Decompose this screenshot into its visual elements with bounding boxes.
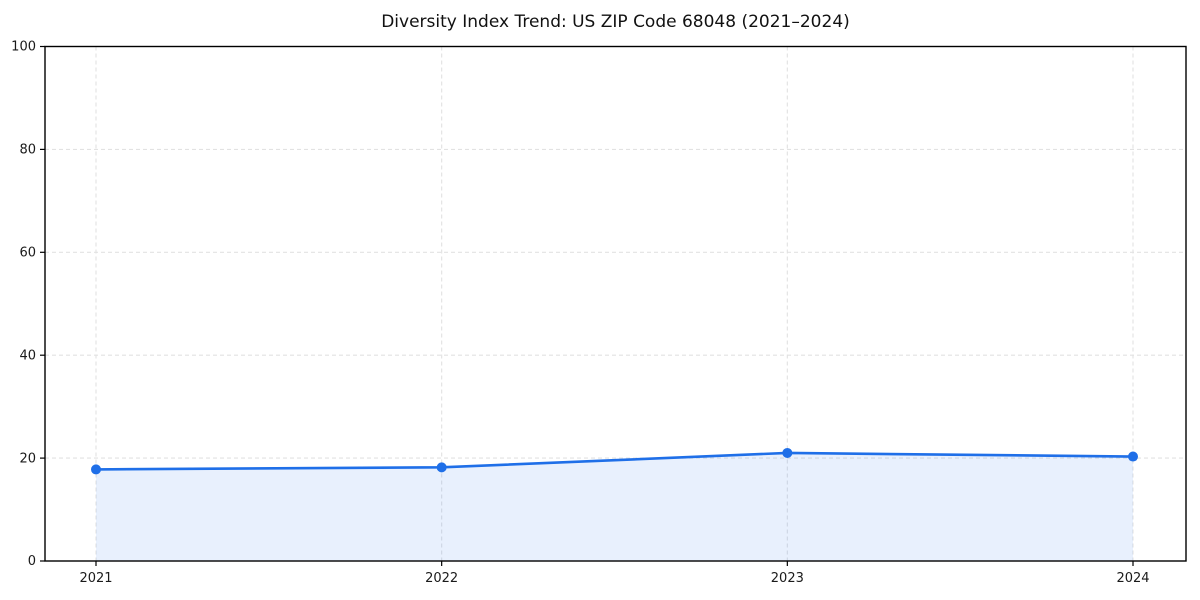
x-tick-label: 2024 (1116, 571, 1149, 586)
y-tick-label: 20 (19, 451, 36, 466)
x-tick-label: 2021 (79, 571, 112, 586)
area-fill (96, 452, 1133, 561)
data-point-2022 (436, 462, 447, 473)
x-tick-label: 2023 (771, 571, 804, 586)
x-tick-label: 2022 (425, 571, 458, 586)
y-tick-label: 40 (19, 348, 36, 363)
y-tick-label: 0 (28, 554, 36, 569)
chart-title: Diversity Index Trend: US ZIP Code 68048… (381, 12, 850, 32)
data-point-2023 (782, 447, 793, 458)
y-tick-label: 80 (19, 143, 36, 158)
data-point-2021 (91, 464, 101, 475)
data-point-2024 (1128, 451, 1138, 462)
trend-line (94, 451, 1135, 471)
plot-border (44, 45, 1187, 562)
y-tick-label: 60 (19, 245, 36, 260)
y-tick-label: 100 (11, 40, 36, 55)
